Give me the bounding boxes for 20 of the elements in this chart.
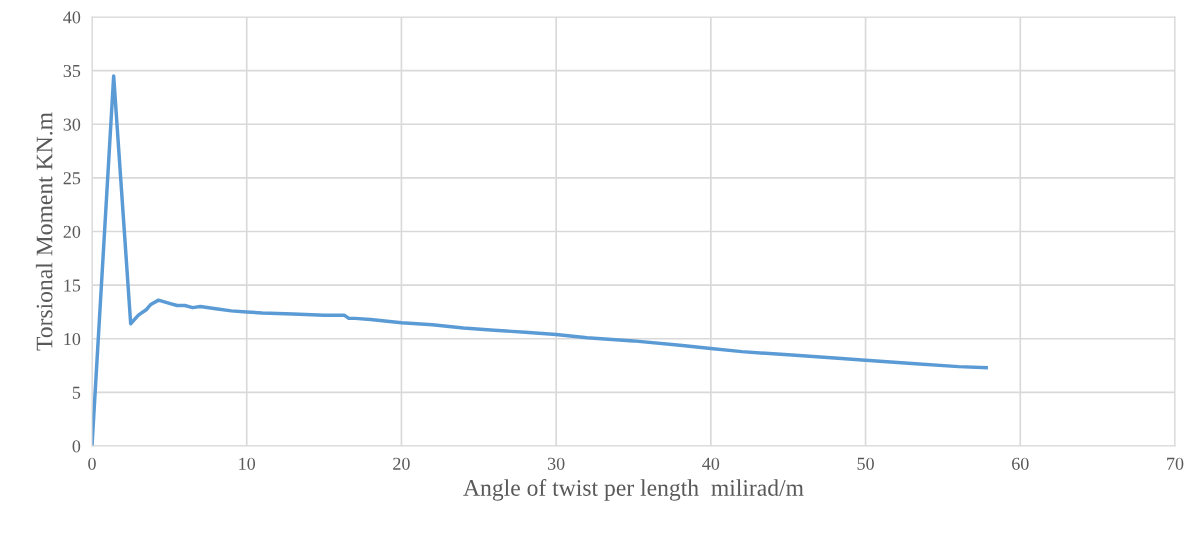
y-tick-label: 25 [63, 172, 81, 185]
y-tick-label: 30 [63, 118, 81, 131]
x-tick-label: 50 [857, 457, 874, 470]
y-tick-label: 5 [72, 386, 81, 399]
y-tick-label: 15 [64, 279, 81, 292]
y-axis-title: Torsional Moment KN.m [35, 112, 53, 351]
x-tick-label: 30 [547, 457, 565, 470]
y-tick-label: 0 [72, 440, 81, 453]
y-tick-label: 35 [63, 64, 81, 78]
y-tick-label: 10 [64, 333, 81, 346]
x-tick-label: 20 [393, 457, 410, 470]
x-tick-label: 70 [1167, 457, 1184, 470]
y-tick-label: 20 [63, 225, 81, 238]
x-tick-label: 0 [88, 457, 96, 470]
x-tick-label: 10 [239, 457, 256, 470]
y-tick-label: 40 [63, 11, 81, 24]
line-series [92, 74, 988, 446]
x-tick-label: 40 [702, 457, 720, 470]
x-axis-title: Angle of twist per length milirad/m [463, 479, 804, 501]
x-tick-label: 60 [1012, 457, 1029, 470]
